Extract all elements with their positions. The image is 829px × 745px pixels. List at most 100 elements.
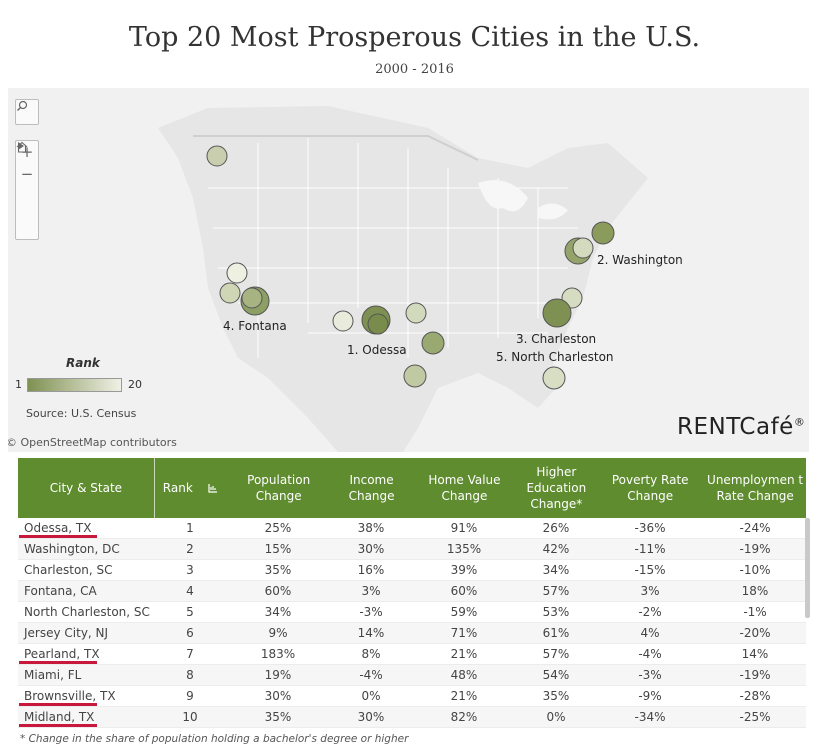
registered-mark: ®	[793, 415, 806, 429]
table-scrollbar[interactable]	[805, 518, 810, 618]
cell-poverty-rate-change: -9%	[638, 689, 662, 703]
cell-unemployment-rate-change: -20%	[739, 626, 771, 640]
cell-population-change: 35%	[264, 563, 292, 577]
cell-poverty-rate-change: -2%	[638, 605, 662, 619]
cell-home-value-change: 39%	[450, 563, 478, 577]
cell-rank: 5	[186, 605, 194, 619]
highlight-underline	[19, 724, 97, 727]
header-higher-education-change[interactable]: Higher Education Change*	[526, 465, 587, 511]
cell-population-change: 19%	[264, 668, 292, 682]
cell-city: Jersey City, NJ	[24, 626, 109, 640]
header-city[interactable]: City & State	[18, 458, 155, 518]
city-marker[interactable]	[542, 366, 566, 390]
header-home-value-change[interactable]: Home Value Change	[428, 473, 501, 503]
map-panel[interactable]: + − 2. Washington 4. Fontana 1. Odessa 3…	[8, 88, 809, 452]
cell-rank: 6	[186, 626, 194, 640]
city-marker[interactable]	[367, 313, 389, 335]
cell-higher-education-change: 26%	[542, 521, 570, 535]
cell-income-change: 8%	[361, 647, 381, 661]
cell-home-value-change: 91%	[450, 521, 478, 535]
cell-unemployment-rate-change: -28%	[739, 689, 771, 703]
table-row[interactable]: Brownsville, TX 9 30% 0% 21% 35% -9% -28%	[18, 686, 806, 707]
cell-income-change: 38%	[357, 521, 385, 535]
cell-income-change: -4%	[359, 668, 383, 682]
table-row[interactable]: Charleston, SC 3 35% 16% 39% 34% -15% -10%	[18, 560, 806, 581]
footnote: * Change in the share of population hold…	[20, 733, 409, 745]
header-population-change[interactable]: Population Change	[247, 473, 311, 503]
cell-unemployment-rate-change: -24%	[739, 521, 771, 535]
map-label-odessa: 1. Odessa	[347, 343, 407, 357]
map-zoom-control[interactable]: + −	[15, 140, 39, 240]
cell-higher-education-change: 0%	[546, 710, 566, 724]
brand-logo-text: RENTCafé	[677, 414, 794, 440]
cell-income-change: 14%	[357, 626, 385, 640]
cell-rank: 4	[186, 584, 194, 598]
cell-higher-education-change: 34%	[542, 563, 570, 577]
city-marker[interactable]	[206, 145, 228, 167]
highlight-underline	[19, 661, 97, 664]
cell-population-change: 60%	[264, 584, 292, 598]
header-poverty-rate-change[interactable]: Poverty Rate Change	[611, 473, 689, 503]
city-marker-charleston[interactable]	[542, 298, 572, 328]
header-income-change[interactable]: Income Change	[348, 473, 395, 503]
home-icon[interactable]	[16, 141, 38, 207]
cell-poverty-rate-change: 4%	[640, 626, 660, 640]
cell-rank: 3	[186, 563, 194, 577]
cell-home-value-change: 48%	[450, 668, 478, 682]
zoom-in-button[interactable]: +	[20, 143, 34, 161]
map-label-north-charleston: 5. North Charleston	[496, 350, 614, 364]
cell-poverty-rate-change: -4%	[638, 647, 662, 661]
cell-poverty-rate-change: -34%	[634, 710, 666, 724]
cell-higher-education-change: 57%	[542, 584, 570, 598]
table-header: City & State Rank Population Change Inco…	[18, 458, 806, 518]
cell-higher-education-change: 57%	[542, 647, 570, 661]
table-row[interactable]: Washington, DC 2 15% 30% 135% 42% -11% -19%	[18, 539, 806, 560]
city-marker[interactable]	[405, 302, 427, 324]
header-rank[interactable]: Rank	[155, 458, 227, 518]
cell-home-value-change: 82%	[450, 710, 478, 724]
city-marker[interactable]	[226, 262, 248, 284]
search-icon[interactable]	[16, 100, 38, 124]
city-marker[interactable]	[591, 221, 615, 245]
cell-city: Midland, TX	[24, 710, 95, 724]
zoom-out-button[interactable]: −	[20, 165, 34, 183]
table-row[interactable]: Fontana, CA 4 60% 3% 60% 57% 3% 18%	[18, 581, 806, 602]
city-marker[interactable]	[332, 310, 354, 332]
cell-home-value-change: 60%	[450, 584, 478, 598]
city-marker[interactable]	[421, 331, 445, 355]
table-row[interactable]: Odessa, TX 1 25% 38% 91% 26% -36% -24%	[18, 518, 806, 539]
table-row[interactable]: North Charleston, SC 5 34% -3% 59% 53% -2% -1%	[18, 602, 806, 623]
table-row[interactable]: Jersey City, NJ 6 9% 14% 71% 61% 4% -20%	[18, 623, 806, 644]
play-icon[interactable]	[16, 142, 38, 229]
cell-rank: 8	[186, 668, 194, 682]
cell-higher-education-change: 61%	[542, 626, 570, 640]
header-unemployment-rate-change[interactable]: Unemploymen t Rate Change	[707, 473, 804, 503]
map-search-control[interactable]	[15, 99, 39, 125]
city-marker[interactable]	[241, 287, 263, 309]
cell-home-value-change: 21%	[450, 689, 478, 703]
table-body: Odessa, TX 1 25% 38% 91% 26% -36% -24% Washingto…	[18, 518, 806, 728]
cell-higher-education-change: 53%	[542, 605, 570, 619]
cell-city: Brownsville, TX	[24, 689, 116, 703]
cell-home-value-change: 135%	[446, 542, 482, 556]
sort-icon[interactable]	[207, 482, 219, 494]
cell-rank: 1	[186, 521, 194, 535]
highlight-underline	[19, 703, 97, 706]
city-marker[interactable]	[572, 237, 594, 259]
legend-color-ramp	[27, 378, 122, 392]
table-row[interactable]: Pearland, TX 7 183% 8% 21% 57% -4% 14%	[18, 644, 806, 665]
data-table: City & State Rank Population Change Inco…	[18, 458, 806, 728]
city-marker[interactable]	[403, 364, 427, 388]
cell-population-change: 15%	[264, 542, 292, 556]
chart-title: Top 20 Most Prosperous Cities in the U.S…	[128, 22, 701, 53]
cell-poverty-rate-change: -36%	[634, 521, 666, 535]
legend-max-label: 20	[128, 378, 142, 391]
legend-min-label: 1	[15, 378, 22, 391]
cell-income-change: 30%	[357, 542, 385, 556]
table-row[interactable]: Midland, TX 10 35% 30% 82% 0% -34% -25%	[18, 707, 806, 728]
city-marker[interactable]	[219, 282, 241, 304]
table-row[interactable]: Miami, FL 8 19% -4% 48% 54% -3% -19%	[18, 665, 806, 686]
map-basemap	[8, 88, 809, 452]
map-attribution[interactable]: © OpenStreetMap contributors	[8, 436, 177, 449]
source-note: Source: U.S. Census	[26, 407, 137, 420]
